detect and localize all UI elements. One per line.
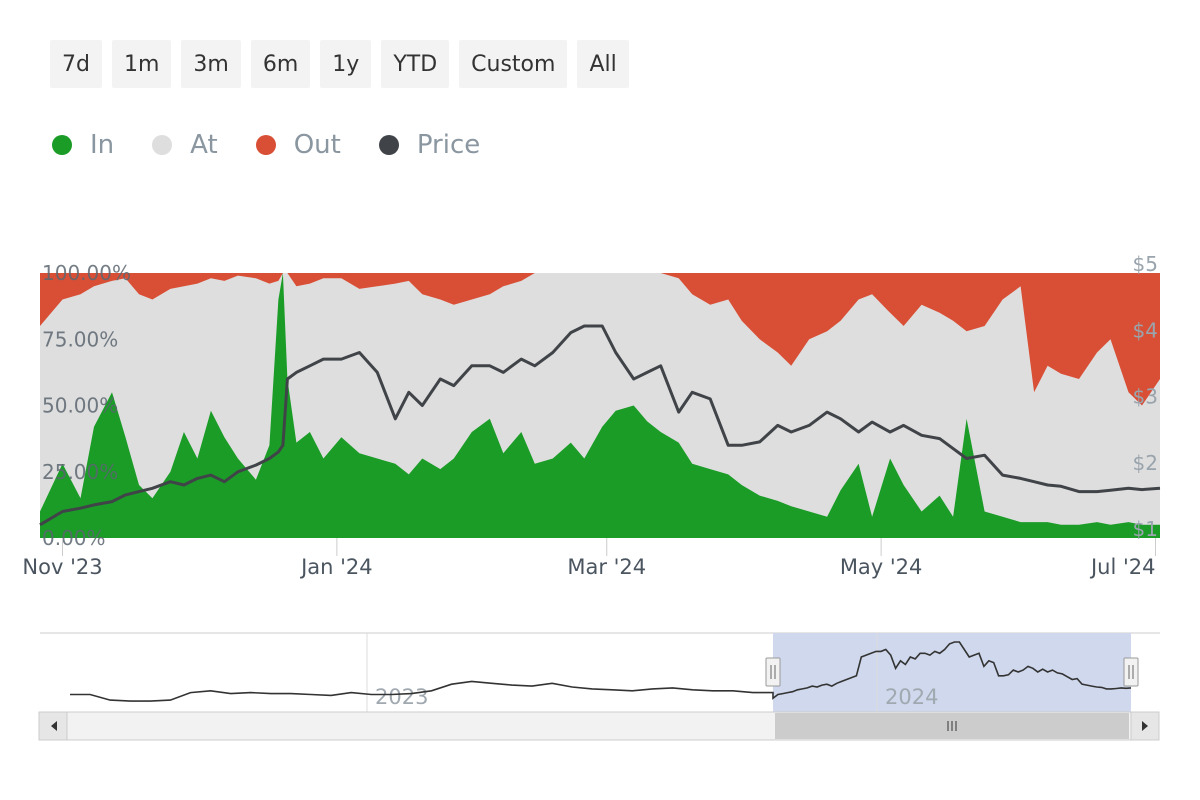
- y-left-tick-label: 25.00%: [42, 460, 118, 484]
- y-left-tick-label: 100.00%: [42, 261, 131, 285]
- x-tick-label: May '24: [840, 555, 923, 579]
- handle-body: [1123, 657, 1139, 687]
- legend-item-out[interactable]: Out: [255, 130, 341, 160]
- x-tick-label: Jan '24: [299, 555, 373, 579]
- range-button-3m[interactable]: 3m: [181, 40, 241, 88]
- y-right-tick-label: $4: [1133, 318, 1158, 342]
- y-right-tick-label: $2: [1133, 451, 1158, 475]
- main-chart: 0.00% 25.00% 50.00% 75.00% 100.00% $1 $2 $3 $4 $5…: [22, 252, 1161, 579]
- legend-label-out: Out: [293, 130, 341, 160]
- range-button-custom[interactable]: Custom: [459, 40, 568, 88]
- price-line: [39, 324, 1161, 527]
- navigator-selected-range: [773, 633, 1131, 712]
- y-right-tick-label: $3: [1133, 385, 1158, 409]
- y-right-tick-label: $1: [1133, 517, 1158, 541]
- navigator-right-handle[interactable]: [1123, 657, 1139, 687]
- navigator-year-label: 2024: [885, 685, 938, 709]
- y-left-tick-label: 0.00%: [42, 526, 106, 550]
- navigator-left-handle[interactable]: [765, 657, 781, 687]
- navigator-year-label: 2023: [375, 685, 428, 709]
- legend-marker-in: [52, 135, 72, 155]
- y-right-tick-label: $5: [1133, 252, 1158, 276]
- x-tick-label: Jul '24: [1089, 555, 1156, 579]
- range-button-ytd[interactable]: YTD: [381, 40, 450, 88]
- range-selector: 7d 1m 3m 6m 1y YTD Custom All: [50, 40, 629, 88]
- legend-item-in[interactable]: In: [52, 130, 114, 160]
- out-area: [40, 273, 1160, 406]
- legend-marker-out: [255, 135, 276, 155]
- scroll-right-arrow-icon: [1142, 721, 1148, 731]
- legend-label-price: Price: [416, 130, 481, 160]
- legend-marker-at: [152, 135, 173, 155]
- legend-label-at: At: [190, 130, 218, 160]
- range-button-1m[interactable]: 1m: [111, 40, 172, 88]
- scroll-left-arrow-icon: [51, 721, 57, 731]
- legend-item-price[interactable]: Price: [378, 130, 481, 160]
- legend-marker-price: [378, 135, 399, 155]
- navigator-price-line: [70, 641, 1132, 702]
- range-button-7d[interactable]: 7d: [50, 40, 102, 88]
- range-button-1y[interactable]: 1y: [320, 40, 372, 88]
- legend-label-in: In: [90, 130, 115, 160]
- range-button-6m[interactable]: 6m: [250, 40, 311, 88]
- navigator: 2023 2024: [38, 632, 1160, 741]
- legend: In At Out Price: [52, 130, 480, 160]
- y-left-tick-label: 50.00%: [42, 394, 118, 418]
- handle-body: [765, 657, 781, 687]
- y-left-tick-label: 75.00%: [42, 327, 118, 351]
- navigator-scrollbar: [38, 711, 1160, 741]
- legend-item-at[interactable]: At: [152, 130, 218, 160]
- range-button-all[interactable]: All: [577, 40, 629, 88]
- x-tick-label: Nov '23: [22, 555, 102, 579]
- x-tick-label: Mar '24: [567, 555, 646, 579]
- in-area: [40, 273, 1160, 538]
